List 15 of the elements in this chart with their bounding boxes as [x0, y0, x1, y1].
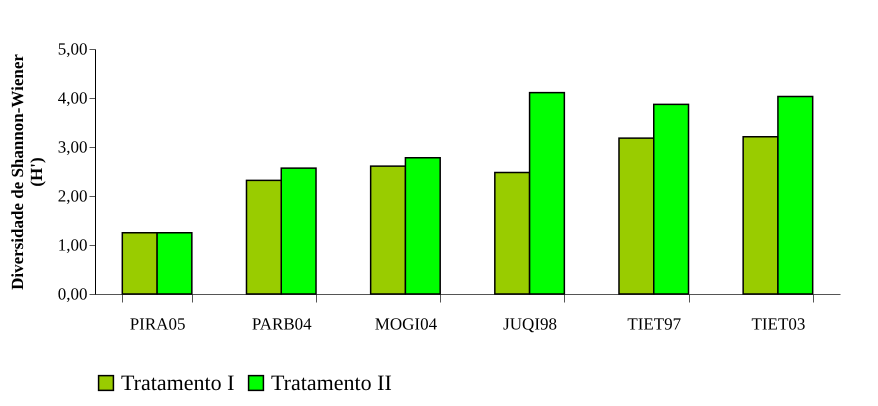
- x-tick-label: TIET97: [627, 314, 682, 334]
- y-tick-label: 0,00: [58, 284, 88, 304]
- y-tick-label: 1,00: [58, 236, 88, 254]
- y-tick-label: 4,00: [58, 88, 88, 108]
- x-tick-label: PIRA05: [130, 314, 186, 334]
- x-tick-label: JUQI98: [503, 314, 558, 334]
- y-tick-label: 3,00: [58, 138, 88, 156]
- x-tick-label: MOGI04: [374, 314, 438, 334]
- x-tick-label: TIET03: [752, 314, 806, 334]
- y-tick-label: 2,00: [58, 186, 88, 206]
- y-axis-title: Diversidade de Shannon-Wiener (H'): [8, 54, 46, 290]
- x-tick-label: PARB04: [252, 314, 312, 334]
- y-tick-label: 5,00: [58, 40, 88, 58]
- legend-label: Tratamento II: [271, 370, 392, 395]
- legend-label: Tratamento I: [121, 370, 234, 395]
